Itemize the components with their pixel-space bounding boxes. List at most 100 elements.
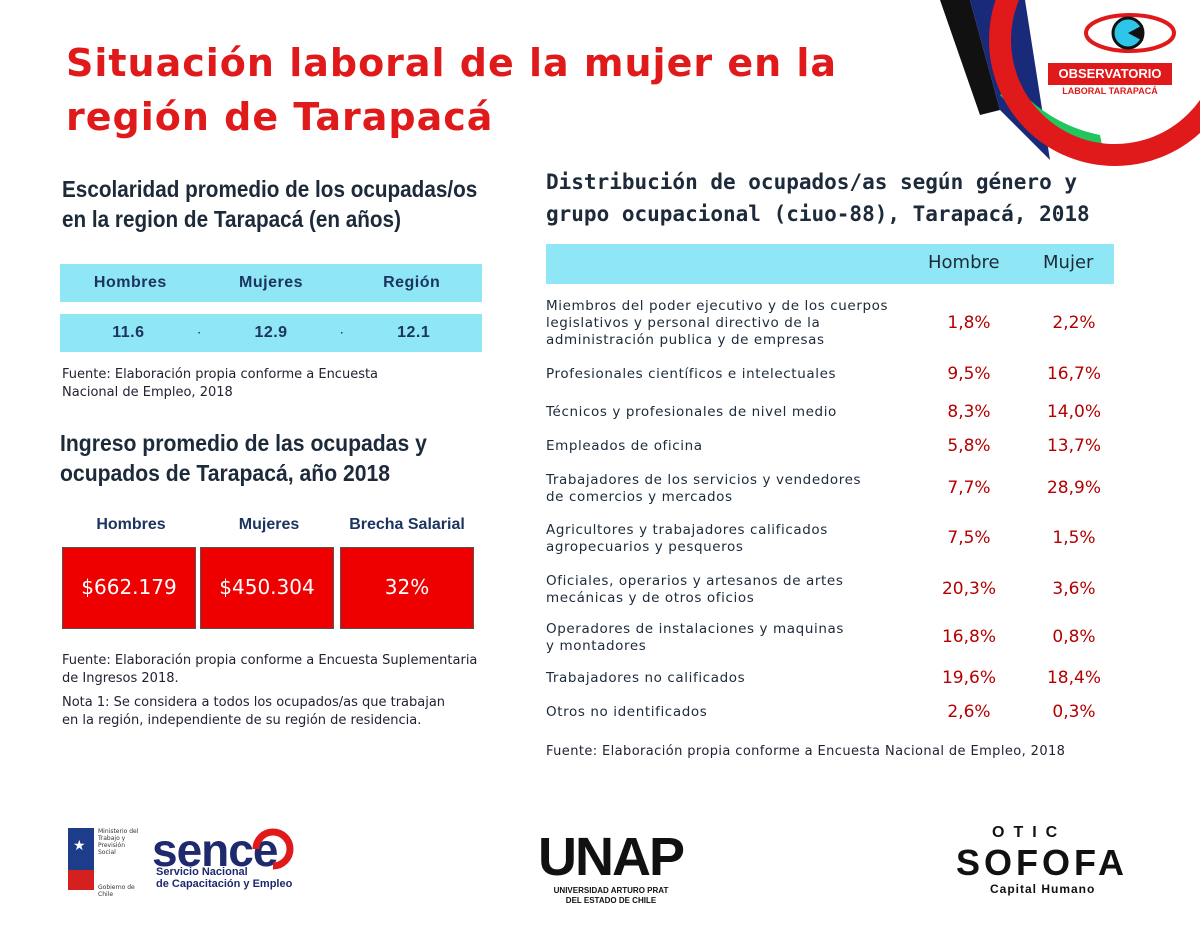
title-line-2: región de Tarapacá: [66, 95, 494, 139]
gob-bottom: Gobierno de Chile: [98, 884, 135, 898]
ingreso-source-line-2: de Ingresos 2018.: [62, 671, 179, 686]
escolaridad-heading-line-2: en la region de Tarapacá (en años): [62, 206, 401, 232]
col-hombre: Hombre: [928, 252, 1000, 273]
unap-logo: UNAP: [538, 827, 685, 887]
value-mujer: 28,9%: [1046, 478, 1101, 498]
row-label-line: Empleados de oficina: [546, 438, 703, 454]
escolaridad-source: Fuente: Elaboración propia conforme a En…: [62, 366, 378, 402]
escolaridad-values-row: 11.6 · 12.9 · 12.1: [60, 314, 482, 352]
value-mujer: 3,6%: [1052, 579, 1096, 599]
escolaridad-header-row: Hombres Mujeres Región: [60, 264, 482, 302]
value-mujer: 2,2%: [1052, 312, 1096, 333]
gobierno-logo: ★ Ministerio del Trabajo y Previsión Soc…: [68, 828, 140, 898]
header-mujeres: Mujeres: [239, 274, 303, 291]
value-mujer: 0,3%: [1052, 701, 1096, 722]
row-label-line: Técnicos y profesionales de nivel medio: [546, 404, 837, 420]
escolaridad-heading-line-1: Escolaridad promedio de los ocupadas/os: [62, 176, 478, 202]
value-hombres: 11.6: [112, 324, 145, 341]
value-mujer: 14,0%: [1046, 401, 1101, 422]
sence-subtitle: Servicio Nacional de Capacitación y Empl…: [156, 866, 292, 890]
distribucion-heading: Distribución de ocupados/as según género…: [546, 166, 1146, 230]
flag-blue: [68, 828, 94, 870]
ingreso-header-mujeres: Mujeres: [238, 516, 300, 533]
row-label-line: Trabajadores de los servicios y vendedor…: [546, 472, 862, 488]
ingreso-source-line-1: Fuente: Elaboración propia conforme a En…: [62, 653, 478, 668]
ingreso-value-brecha: 32%: [340, 547, 474, 629]
gob-text: Ministerio del Trabajo y Previsión Socia…: [98, 828, 139, 856]
value-hombre: 7,5%: [947, 528, 991, 548]
ingreso-source: Fuente: Elaboración propia conforme a En…: [62, 652, 477, 688]
value-hombre: 20,3%: [941, 579, 996, 599]
unap-subtitle: UNIVERSIDAD ARTURO PRAT DEL ESTADO DE CH…: [538, 886, 684, 906]
col-mujer: Mujer: [1043, 252, 1094, 273]
row-label: Trabajadores de los servicios y vendedor…: [546, 472, 916, 506]
ingreso-note-line-1: Nota 1: Se considera a todos los ocupado…: [62, 695, 446, 710]
row-label: Otros no identificados: [546, 704, 916, 721]
ingreso-note-line-2: en la región, independiente de su región…: [62, 713, 422, 728]
observatorio-logo: OBSERVATORIO LABORAL TARAPACÁ: [930, 0, 1200, 170]
logo-subtitle: LABORAL TARAPACÁ: [1062, 86, 1158, 96]
ingreso-note: Nota 1: Se considera a todos los ocupado…: [62, 694, 445, 730]
sence-sub-line-2: de Capacitación y Empleo: [156, 878, 293, 890]
sence-sub-line-1: Servicio Nacional: [156, 866, 248, 878]
value-hombre: 9,5%: [947, 363, 991, 384]
row-label-line: Trabajadores no calificados: [546, 670, 746, 686]
row-label: Operadores de instalaciones y maquinas y …: [546, 621, 916, 655]
title-line-1: Situación laboral de la mujer en la: [66, 41, 838, 85]
ingreso-header-hombres: Hombres: [96, 516, 166, 533]
value-region: 12.1: [397, 324, 431, 341]
ingreso-heading: Ingreso promedio de las ocupadas y ocupa…: [60, 428, 427, 488]
distribucion-source: Fuente: Elaboración propia conforme a En…: [546, 744, 1066, 759]
row-label-line: Operadores de instalaciones y maquinas: [546, 621, 844, 637]
row-label: Profesionales científicos e intelectuale…: [546, 366, 916, 383]
distribucion-heading-line-2: grupo ocupacional (ciuo-88), Tarapacá, 2…: [546, 202, 1090, 226]
row-label-line: mecánicas y de otros oficios: [546, 590, 755, 606]
value-mujer: 13,7%: [1046, 435, 1101, 456]
value-mujeres: 12.9: [254, 324, 288, 341]
ingreso-header-row: Hombres Mujeres Brecha Salarial: [62, 516, 478, 534]
row-label: Agricultores y trabajadores calificados a…: [546, 522, 916, 556]
otic-subtitle: Capital Humano: [990, 882, 1096, 896]
unap-sub-line-2: DEL ESTADO DE CHILE: [565, 896, 657, 905]
row-label-line: Profesionales científicos e intelectuale…: [546, 366, 837, 382]
value-mujer: 1,5%: [1052, 528, 1096, 548]
row-label-line: de comercios y mercados: [546, 489, 733, 505]
row-label-line: legislativos y personal directivo de la: [546, 315, 821, 331]
value-mujer: 18,4%: [1046, 667, 1101, 688]
distribucion-header-row: Hombre Mujer: [546, 244, 1114, 284]
value-hombre: 16,8%: [941, 627, 996, 647]
value-hombre: 1,8%: [947, 312, 991, 333]
row-label-line: administración publica y de empresas: [546, 332, 825, 348]
row-label: Miembros del poder ejecutivo y de los cu…: [546, 298, 916, 349]
value-hombre: 8,3%: [947, 401, 991, 422]
row-label-line: Otros no identificados: [546, 704, 708, 720]
ingreso-value-hombres: $662.179: [62, 547, 196, 629]
row-label-line: y montadores: [546, 638, 647, 654]
otic-label: OTIC: [992, 824, 1067, 841]
value-mujer: 16,7%: [1046, 363, 1101, 384]
row-label-line: Miembros del poder ejecutivo y de los cu…: [546, 298, 889, 314]
value-hombre: 5,8%: [947, 435, 991, 456]
escolaridad-source-line-2: Nacional de Empleo, 2018: [62, 385, 233, 400]
sence-logo: sence: [152, 824, 278, 876]
value-hombre: 2,6%: [947, 701, 991, 722]
ingreso-value-mujeres: $450.304: [200, 547, 334, 629]
row-label: Técnicos y profesionales de nivel medio: [546, 404, 916, 421]
header-region: Región: [383, 274, 441, 291]
header-hombres: Hombres: [93, 274, 167, 291]
ingreso-header-brecha: Brecha Salarial: [349, 516, 465, 533]
escolaridad-heading: Escolaridad promedio de los ocupadas/os …: [62, 174, 477, 234]
value-hombre: 19,6%: [941, 667, 996, 688]
ingreso-heading-line-2: ocupados de Tarapacá, año 2018: [60, 460, 391, 486]
value-mujer: 0,8%: [1052, 627, 1096, 647]
row-label: Oficiales, operarios y artesanos de arte…: [546, 573, 916, 607]
sofofa-logo: SOFOFA: [956, 842, 1129, 883]
separator-dot: ·: [340, 327, 345, 339]
logo-graphic: [940, 0, 1200, 166]
row-label-line: Oficiales, operarios y artesanos de arte…: [546, 573, 844, 589]
value-hombre: 7,7%: [947, 478, 991, 498]
escolaridad-source-line-1: Fuente: Elaboración propia conforme a En…: [62, 367, 379, 382]
row-label: Trabajadores no calificados: [546, 670, 916, 687]
page-title: Situación laboral de la mujer en la regi…: [66, 36, 926, 144]
separator-dot: ·: [197, 327, 202, 339]
